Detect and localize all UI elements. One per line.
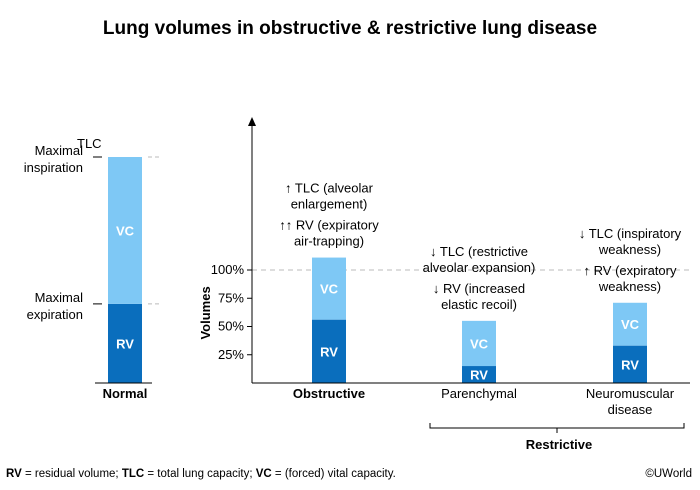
parenchymal-annotation-line-2: ↓ RV (increased — [433, 281, 525, 296]
footer-tlc-abbr: TLC — [121, 468, 145, 480]
parenchymal-rv-label: RV — [470, 368, 488, 383]
level-label-line: Maximal — [35, 290, 84, 305]
category-label-line: Neuromuscular — [586, 386, 675, 401]
category-label-line: Obstructive — [293, 386, 365, 401]
normal-rv-bar — [108, 303, 142, 383]
normal-category-label: Normal — [103, 386, 148, 401]
obstructive-rv-label: RV — [320, 344, 338, 359]
level-label-35: Maximal expiration — [27, 290, 83, 322]
obstructive-vc-bar — [312, 257, 346, 320]
category-label-line: disease — [608, 402, 653, 417]
neuromuscular-vc-bar — [613, 302, 647, 346]
lung-volume-chart: Lung volumes in obstructive & restrictiv… — [24, 18, 690, 452]
obstructive-annotation-line-1: enlargement) — [291, 197, 368, 212]
normal-vc-bar — [108, 157, 142, 304]
parenchymal-vc-bar — [462, 320, 496, 367]
credit: ©UWorld — [645, 468, 692, 480]
neuromuscular-annotation-line-2: ↑ RV (expiratory — [584, 263, 677, 278]
parenchymal-category-label: Parenchymal — [441, 386, 517, 401]
y-axis-label: Volumes — [198, 286, 213, 339]
obstructive-annotation-line-2: ↑↑ RV (expiratory — [279, 218, 379, 233]
parenchymal-rv-bar — [462, 366, 496, 383]
neuromuscular-annotation-line-1: weakness) — [598, 242, 661, 257]
obstructive-category-label: Obstructive — [293, 386, 365, 401]
y-axis-arrow — [248, 117, 256, 126]
neuromuscular-category-label: Neuromuscular disease — [586, 386, 675, 417]
parenchymal-annotation-line-0: ↓ TLC (restrictive — [430, 244, 528, 259]
level-label-line: inspiration — [24, 160, 83, 175]
obstructive-annotation-line-3: air-trapping) — [294, 234, 364, 249]
footer-vc-abbr: VC — [255, 468, 272, 480]
tlc-label: TLC — [77, 136, 102, 151]
neuromuscular-rv-bar — [613, 345, 647, 383]
neuromuscular-rv-label: RV — [621, 357, 639, 372]
level-label-line: Maximal — [35, 143, 84, 158]
footer-legend: RV = residual volume; TLC = total lung c… — [6, 468, 396, 480]
disease-panel: VC RV Obstructive ↑ TLC (alveolarenlargemen… — [198, 117, 690, 452]
normal-vc-label: VC — [116, 223, 135, 238]
chart-title: Lung volumes in obstructive & restrictiv… — [103, 18, 597, 39]
y-tick-label-75: 75% — [218, 290, 244, 305]
level-label-100: Maximal inspiration — [24, 143, 83, 175]
y-tick-label-50: 50% — [218, 319, 244, 334]
obstructive-rv-bar — [312, 319, 346, 383]
footer-rv-text: = residual volume; — [21, 468, 122, 480]
neuromuscular-vc-label: VC — [621, 317, 640, 332]
level-label-line: expiration — [27, 307, 83, 322]
y-tick-label-25: 25% — [218, 347, 244, 362]
parenchymal-annotation-line-3: elastic recoil) — [441, 297, 517, 312]
obstructive-annotation-line-0: ↑ TLC (alveolar — [285, 181, 374, 196]
y-tick-label-100: 100% — [211, 262, 245, 277]
restrictive-bracket — [429, 423, 685, 429]
neuromuscular-annotation-line-3: weakness) — [598, 279, 661, 294]
restrictive-group-label: Restrictive — [526, 437, 592, 452]
category-label-line: Parenchymal — [441, 386, 517, 401]
footer-tlc-text: = total lung capacity; — [144, 468, 256, 480]
footer-rv-abbr: RV — [6, 468, 22, 480]
neuromuscular-annotation-line-0: ↓ TLC (inspiratory — [579, 226, 682, 241]
parenchymal-annotation-line-1: alveolar expansion) — [423, 260, 536, 275]
footer-vc-text: = (forced) vital capacity. — [271, 468, 396, 480]
obstructive-vc-label: VC — [320, 282, 339, 297]
parenchymal-vc-label: VC — [470, 336, 489, 351]
normal-rv-label: RV — [116, 336, 134, 351]
